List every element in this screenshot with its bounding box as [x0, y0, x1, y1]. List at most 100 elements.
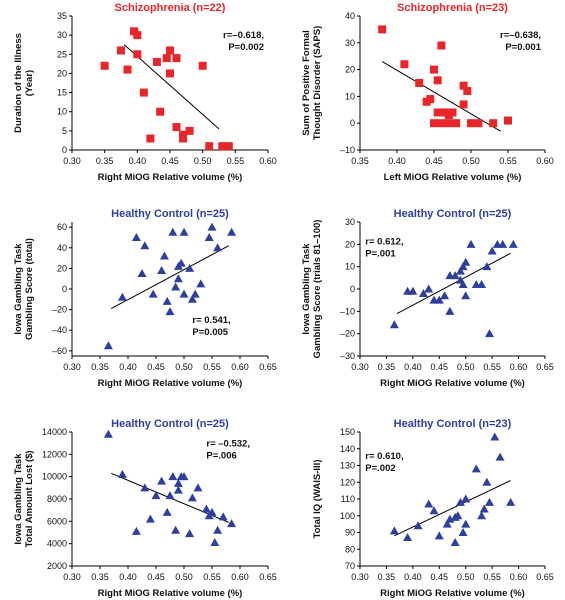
data-point: [424, 284, 434, 293]
data-point: [173, 485, 183, 494]
data-point: [157, 265, 167, 274]
x-tick-label: 0.60: [510, 572, 528, 582]
data-point: [489, 119, 498, 128]
y-axis-label: Iowa Gambling Task: [13, 243, 24, 335]
y-tick-label: 80: [345, 544, 355, 554]
data-point: [378, 25, 387, 34]
x-tick-label: 0.60: [231, 362, 249, 372]
correlation-stat: r= 0.610,: [365, 451, 403, 462]
data-point: [103, 429, 113, 438]
data-point: [171, 282, 181, 291]
data-point: [403, 533, 413, 542]
data-point: [204, 232, 214, 241]
data-point: [148, 289, 158, 298]
data-point: [198, 61, 207, 70]
y-tick-label: 30: [345, 38, 355, 48]
x-tick-label: 0.35: [91, 572, 109, 582]
data-point: [504, 116, 512, 125]
data-point: [162, 296, 172, 305]
data-point: [495, 452, 505, 461]
data-point: [172, 123, 181, 132]
y-tick-label: 20: [57, 68, 67, 78]
data-point: [474, 119, 483, 128]
x-tick-label: 0.55: [499, 156, 517, 166]
y-axis-label: Thought Disorder (SAPS): [312, 26, 323, 141]
data-point: [444, 119, 453, 128]
data-point: [458, 528, 468, 536]
data-point: [171, 525, 181, 534]
y-tick-label: 20: [345, 239, 355, 249]
y-tick-label: 90: [345, 528, 355, 538]
data-point: [187, 294, 197, 303]
x-tick-label: 0.30: [63, 572, 81, 582]
data-point: [459, 81, 468, 90]
data-point: [157, 476, 167, 485]
scatter-panel-4: 0.30 0.35 0.40 0.45 0.50 0.55 0.60 0.65 –30 –20 –1…: [301, 208, 554, 389]
x-tick-label: 0.50: [462, 156, 480, 166]
y-tick-label: 120: [340, 477, 355, 487]
data-point: [461, 291, 471, 300]
correlation-stat: r=–0.618,: [223, 30, 264, 41]
y-tick-label: 35: [57, 11, 67, 21]
data-point: [461, 257, 471, 266]
y-tick-label: 110: [341, 494, 355, 504]
data-point: [162, 507, 172, 516]
x-axis-label: Right MiOG Relative volume (%): [380, 588, 525, 599]
data-point: [490, 432, 500, 441]
x-tick-label: 0.40: [119, 362, 137, 372]
x-tick-label: 0.65: [536, 362, 554, 372]
y-tick-label: 12000: [42, 449, 67, 459]
data-point: [213, 243, 223, 252]
x-tick-label: 0.40: [404, 572, 422, 582]
y-tick-label: –10: [340, 145, 355, 155]
data-point: [166, 69, 174, 78]
data-point: [152, 57, 161, 66]
data-point: [165, 491, 175, 500]
data-point: [156, 107, 165, 116]
data-point: [139, 88, 148, 97]
data-point: [117, 469, 127, 478]
y-tick-label: 2000: [47, 561, 67, 571]
x-tick-label: 0.45: [147, 572, 165, 582]
data-point: [162, 54, 171, 63]
data-point: [471, 464, 481, 473]
y-tick-label: 140: [340, 444, 355, 454]
regression-line: [110, 245, 230, 310]
x-tick-label: 0.40: [404, 362, 422, 372]
x-tick-label: 0.65: [259, 362, 277, 372]
x-tick-label: 0.50: [457, 572, 475, 582]
x-tick-label: 0.45: [431, 572, 449, 582]
data-point: [459, 100, 468, 109]
data-point: [133, 50, 142, 59]
x-tick-label: 0.60: [259, 156, 277, 166]
x-tick-label: 0.30: [63, 362, 81, 372]
y-tick-label: 0: [62, 284, 67, 294]
data-point: [477, 280, 487, 289]
data-point: [210, 538, 220, 547]
data-point: [179, 472, 189, 481]
regression-line: [394, 480, 511, 537]
y-tick-label: 20: [57, 263, 67, 273]
data-point: [100, 61, 109, 70]
scatter-panel-1: 0.30 0.35 0.40 0.45 0.50 0.55 0.60 0 5 10 15 20 25 30…: [13, 2, 277, 183]
data-point: [453, 511, 463, 520]
y-tick-label: 70: [345, 561, 355, 571]
y-tick-label: 6000: [47, 516, 67, 526]
data-point: [424, 499, 434, 508]
data-point: [151, 491, 161, 500]
x-axis-label: Left MiOG Relative volume (%): [384, 172, 522, 183]
data-point: [213, 525, 223, 534]
y-tick-label: –20: [52, 305, 67, 315]
data-point: [172, 54, 181, 63]
data-point: [140, 241, 150, 250]
data-point: [440, 291, 450, 300]
x-tick-label: 0.50: [194, 156, 212, 166]
y-tick-label: 15: [57, 88, 67, 98]
data-point: [487, 246, 497, 255]
y-tick-label: –40: [52, 325, 67, 335]
y-axis-label: Iowa Gambling Task: [301, 243, 312, 335]
y-tick-label: –10: [340, 306, 355, 316]
y-tick-label: 10: [57, 107, 67, 117]
data-point: [159, 251, 169, 260]
data-point: [176, 258, 186, 267]
